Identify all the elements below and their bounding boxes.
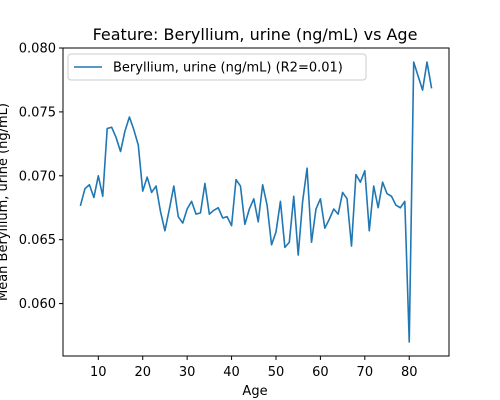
x-axis-label: Age: [242, 384, 267, 399]
x-tick-label: 30: [179, 365, 196, 380]
y-tick-label: 0.060: [19, 297, 56, 312]
x-tick-label: 40: [223, 365, 240, 380]
y-tick-label: 0.075: [19, 105, 56, 120]
x-tick-label: 20: [134, 365, 151, 380]
x-tick-label: 80: [401, 365, 418, 380]
y-tick-label: 0.080: [19, 42, 56, 57]
x-tick-label: 50: [268, 365, 285, 380]
x-tick-label: 10: [90, 365, 107, 380]
series-line-0: [79, 61, 433, 343]
y-tick-label: 0.070: [19, 169, 56, 184]
y-axis-ticks: 0.060 0.065 0.070 0.075 0.080: [19, 42, 63, 312]
plot-frame: [62, 47, 450, 357]
legend: Beryllium, urine (ng/mL) (R2=0.01): [67, 53, 367, 81]
y-axis-label: Mean Beryllium, urine (ng/mL): [0, 103, 11, 301]
chart-title: Feature: Beryllium, urine (ng/mL) vs Age: [93, 25, 418, 44]
x-axis-ticks: 10 20 30 40 50 60 70 80: [90, 356, 418, 380]
plot-area: [62, 47, 450, 357]
x-tick-label: 60: [312, 365, 329, 380]
legend-label: Beryllium, urine (ng/mL) (R2=0.01): [113, 61, 343, 76]
legend-box: [67, 53, 367, 81]
x-tick-label: 70: [357, 365, 374, 380]
y-tick-label: 0.065: [19, 233, 56, 248]
